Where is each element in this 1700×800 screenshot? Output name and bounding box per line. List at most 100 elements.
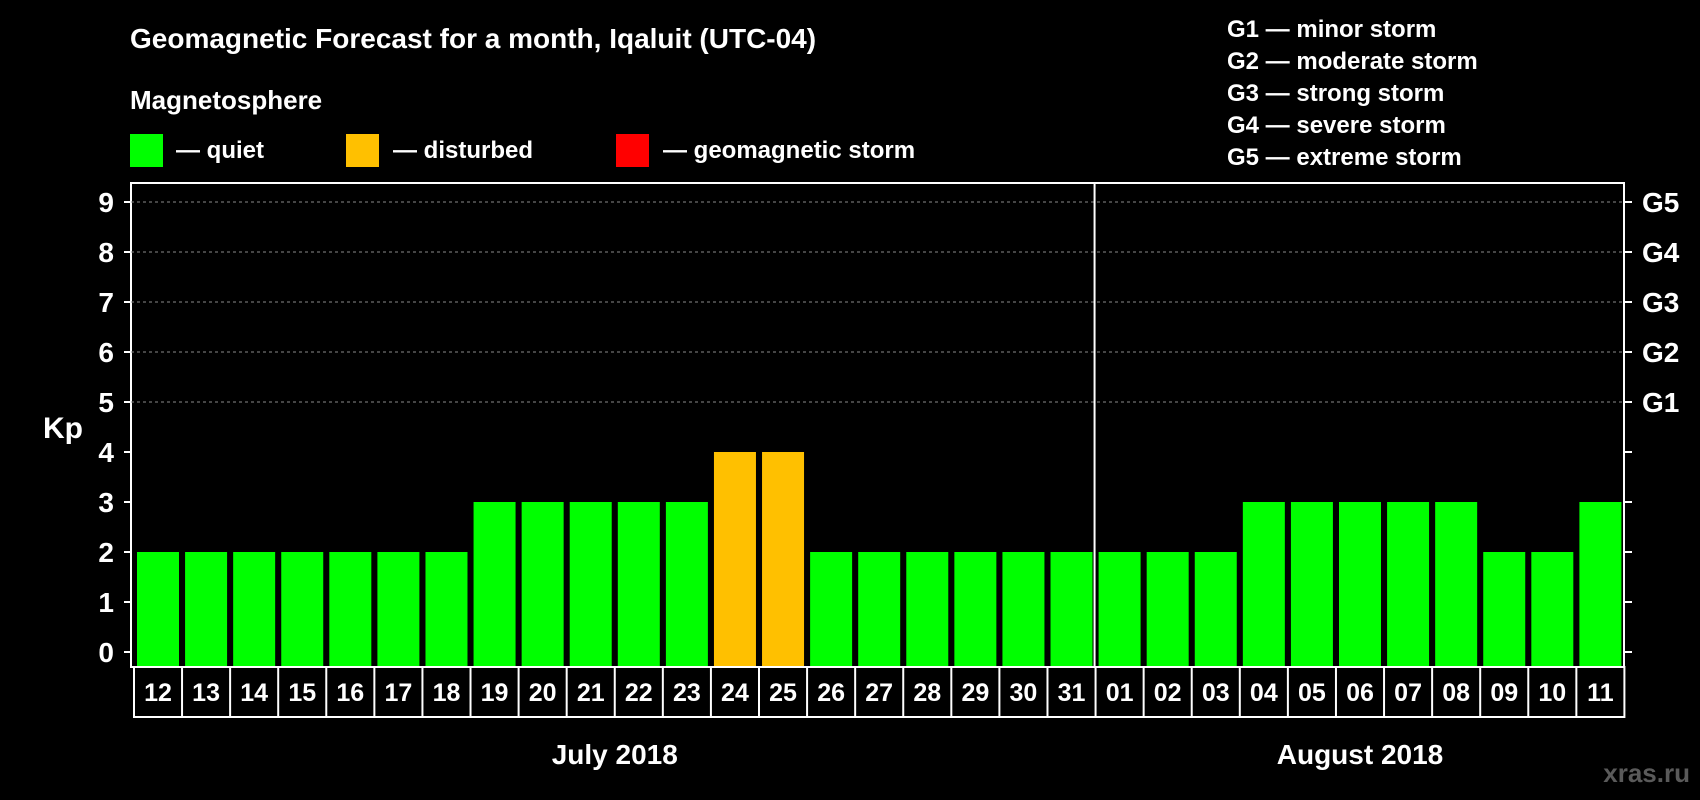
- bar-10: [1531, 552, 1574, 667]
- bar-27: [858, 552, 901, 667]
- bar-01: [1098, 552, 1141, 667]
- legend-label-storm: — geomagnetic storm: [663, 137, 915, 164]
- legend-swatch-storm: [616, 134, 649, 167]
- legend-label-disturbed: — disturbed: [393, 137, 533, 164]
- bar-30: [1002, 552, 1045, 667]
- x-tick-label-16: 16: [336, 679, 364, 707]
- bar-09: [1483, 552, 1526, 667]
- y-tick-label-7: 7: [98, 287, 114, 318]
- storm-scale-g5: G5 — extreme storm: [1227, 144, 1462, 171]
- right-label-g3: G3: [1642, 287, 1679, 318]
- x-tick-label-03: 03: [1202, 679, 1230, 707]
- storm-scale-g1: G1 — minor storm: [1227, 16, 1436, 43]
- bar-20: [521, 502, 564, 667]
- x-tick-label-19: 19: [481, 679, 509, 707]
- x-tick-label-24: 24: [721, 679, 749, 707]
- legend-label-quiet: — quiet: [176, 137, 264, 164]
- bar-19: [473, 502, 516, 667]
- bar-28: [906, 552, 949, 667]
- bar-06: [1339, 502, 1381, 667]
- right-label-g5: G5: [1642, 187, 1679, 218]
- bar-25: [762, 452, 805, 667]
- bars: [137, 452, 1622, 667]
- legend-item-quiet: — quiet: [130, 134, 264, 167]
- gridlines: [131, 201, 1624, 403]
- bar-29: [954, 552, 997, 667]
- x-tick-label-26: 26: [817, 679, 845, 707]
- y-tick-label-6: 6: [98, 337, 114, 368]
- bar-24: [713, 452, 756, 667]
- month-labels: July 2018 August 2018: [552, 739, 1444, 770]
- x-tick-label-14: 14: [240, 679, 268, 707]
- bar-18: [425, 552, 468, 667]
- x-tick-label-10: 10: [1538, 679, 1566, 707]
- y-tick-label-0: 0: [98, 637, 114, 668]
- date-row: [133, 666, 1626, 718]
- x-tick-label-22: 22: [625, 679, 653, 707]
- x-tick-label-27: 27: [865, 679, 893, 707]
- legend: Magnetosphere — quiet — disturbed — geom…: [130, 85, 915, 167]
- x-tick-label-09: 09: [1490, 679, 1518, 707]
- bar-31: [1050, 552, 1093, 667]
- chart-title: Geomagnetic Forecast for a month, Iqalui…: [130, 23, 816, 54]
- x-tick-label-28: 28: [913, 679, 941, 707]
- x-tick-label-31: 31: [1058, 679, 1086, 707]
- bar-22: [617, 502, 660, 667]
- y-tick-label-2: 2: [98, 537, 114, 568]
- bar-02: [1146, 552, 1189, 667]
- month-label-2: August 2018: [1277, 739, 1444, 770]
- x-tick-label-29: 29: [961, 679, 989, 707]
- bar-04: [1242, 502, 1285, 667]
- y-tick-label-4: 4: [98, 437, 114, 468]
- y-axis-label: Kp: [43, 412, 83, 445]
- bar-07: [1387, 502, 1430, 667]
- x-tick-label-25: 25: [769, 679, 797, 707]
- y-axis: 0 1 2 3 4 5 6 7 8 9: [98, 187, 131, 668]
- x-tick-label-05: 05: [1298, 679, 1326, 707]
- bar-03: [1194, 552, 1237, 667]
- month-label-1: July 2018: [552, 739, 678, 770]
- watermark: xras.ru: [1603, 758, 1690, 788]
- legend-heading: Magnetosphere: [130, 85, 322, 115]
- bar-11: [1579, 502, 1622, 667]
- y-tick-label-8: 8: [98, 237, 114, 268]
- x-tick-label-20: 20: [529, 679, 557, 707]
- right-label-g1: G1: [1642, 387, 1679, 418]
- x-tick-label-01: 01: [1106, 679, 1134, 707]
- x-tick-label-21: 21: [577, 679, 605, 707]
- bar-16: [329, 552, 372, 667]
- x-tick-label-13: 13: [192, 679, 220, 707]
- bar-17: [377, 552, 420, 667]
- x-tick-label-11: 11: [1587, 679, 1614, 707]
- x-axis: 12 13 14 15 16 17 18 19 20 21 22 23 24 25 26 27 28 29 30 31…: [133, 183, 1626, 718]
- x-tick-label-18: 18: [433, 679, 461, 707]
- legend-item-disturbed: — disturbed: [346, 134, 533, 167]
- right-label-g4: G4: [1642, 237, 1680, 268]
- x-tick-label-08: 08: [1442, 679, 1470, 707]
- x-tick-label-12: 12: [144, 679, 172, 707]
- storm-scale-g4: G4 — severe storm: [1227, 112, 1446, 139]
- legend-swatch-quiet: [130, 134, 163, 167]
- bar-12: [137, 552, 179, 667]
- bar-14: [233, 552, 276, 667]
- bar-15: [281, 552, 324, 667]
- storm-scale-g2: G2 — moderate storm: [1227, 48, 1478, 75]
- y-tick-label-5: 5: [98, 387, 114, 418]
- bar-05: [1290, 502, 1333, 667]
- bar-21: [569, 502, 612, 667]
- x-tick-label-02: 02: [1154, 679, 1182, 707]
- x-tick-label-15: 15: [288, 679, 316, 707]
- y-tick-label-1: 1: [98, 587, 114, 618]
- right-label-g2: G2: [1642, 337, 1679, 368]
- x-tick-label-07: 07: [1394, 679, 1422, 707]
- storm-scale-g3: G3 — strong storm: [1227, 80, 1444, 107]
- x-tick-label-17: 17: [384, 679, 412, 707]
- x-tick-label-06: 06: [1346, 679, 1374, 707]
- legend-item-storm: — geomagnetic storm: [616, 134, 915, 167]
- legend-swatch-disturbed: [346, 134, 379, 167]
- bar-08: [1435, 502, 1478, 667]
- right-axis: G1 G2 G3 G4 G5: [1624, 187, 1680, 653]
- y-tick-label-9: 9: [98, 187, 114, 218]
- y-tick-label-3: 3: [98, 487, 114, 518]
